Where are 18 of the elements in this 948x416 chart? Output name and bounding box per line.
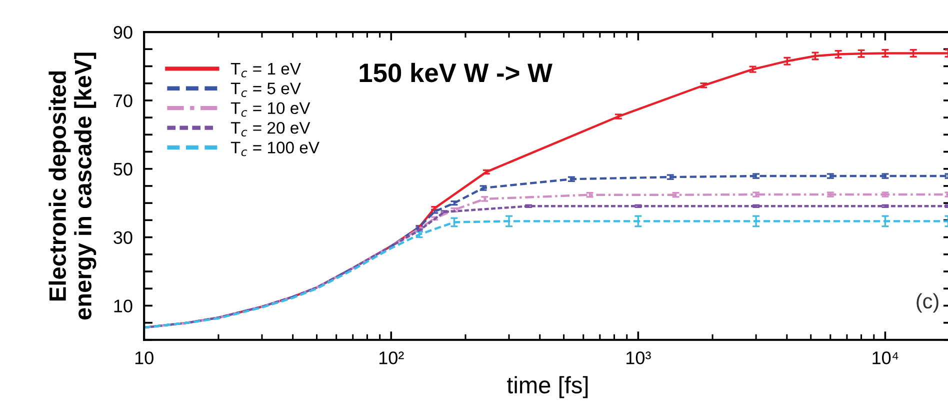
- text: 150 keV W -> W: [360, 62, 552, 82]
- x-axis-title: time [fs]: [506, 376, 588, 398]
- y-tick-label: 10: [114, 300, 132, 312]
- y-tick-label: 30: [114, 231, 132, 244]
- legend-label: T$_{c}$ = 100 eV: [230, 142, 320, 156]
- x-tick-label: 10⁴: [872, 351, 898, 364]
- x-tick-label: 10: [135, 351, 154, 364]
- y-tick-label: 50: [114, 162, 132, 176]
- y-axis-title: Electronic deposited energy in cascade [keV]: [48, 52, 96, 320]
- legend-label: T$_{c}$ = 1 eV: [230, 63, 301, 78]
- annotation: (c): [916, 293, 938, 313]
- legend-label: T$_{c}$ = 20 eV: [230, 122, 310, 136]
- y-tick-label: 70: [114, 94, 132, 108]
- y-tick-label: 90: [114, 26, 132, 39]
- x-tick-label: 10³: [626, 351, 651, 364]
- legend-label: T$_{c}$ = 5 eV: [230, 82, 301, 98]
- legend-label: T$_{c}$ = 10 eV: [230, 102, 310, 117]
- x-tick-label: 10²: [379, 351, 404, 364]
